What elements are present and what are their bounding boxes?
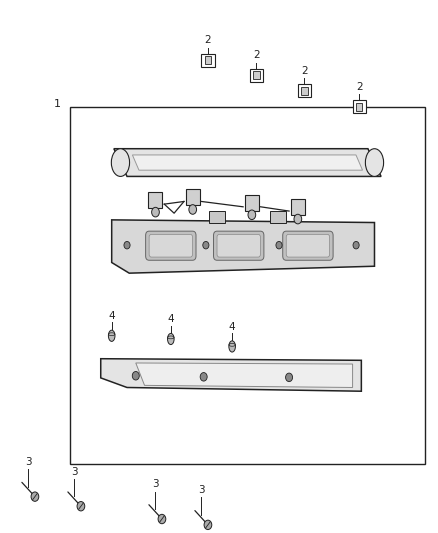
Ellipse shape (152, 207, 159, 217)
Circle shape (132, 372, 139, 380)
Ellipse shape (365, 149, 384, 176)
Circle shape (200, 373, 207, 381)
Polygon shape (136, 363, 353, 387)
Polygon shape (132, 155, 363, 170)
Ellipse shape (167, 334, 174, 344)
Circle shape (77, 502, 85, 511)
Bar (70, 107, 425, 464)
Ellipse shape (294, 214, 302, 224)
Bar (205, 56, 212, 64)
FancyBboxPatch shape (214, 231, 264, 260)
Ellipse shape (189, 205, 197, 214)
Text: 2: 2 (301, 66, 308, 76)
Bar (209, 211, 225, 223)
Circle shape (124, 241, 130, 249)
FancyBboxPatch shape (149, 235, 193, 257)
Circle shape (276, 241, 282, 249)
Text: 2: 2 (253, 50, 260, 60)
Circle shape (203, 241, 209, 249)
Circle shape (353, 241, 359, 249)
Text: 2: 2 (356, 82, 363, 92)
Circle shape (204, 520, 212, 530)
Text: 4: 4 (229, 321, 236, 332)
Circle shape (31, 492, 39, 502)
Text: 3: 3 (152, 480, 159, 489)
Polygon shape (101, 359, 361, 391)
Text: 4: 4 (167, 314, 174, 324)
Ellipse shape (111, 149, 130, 176)
Bar (148, 192, 162, 208)
Text: 2: 2 (205, 35, 212, 45)
Ellipse shape (109, 330, 115, 341)
Ellipse shape (248, 210, 256, 220)
Bar (291, 199, 305, 215)
Text: 3: 3 (71, 467, 78, 477)
Bar (353, 100, 366, 113)
Text: 1: 1 (53, 99, 60, 109)
Text: 3: 3 (198, 486, 205, 495)
Circle shape (158, 514, 166, 524)
Polygon shape (112, 220, 374, 273)
Bar (298, 84, 311, 97)
FancyBboxPatch shape (283, 231, 333, 260)
Bar (270, 211, 286, 223)
Text: 4: 4 (108, 311, 115, 321)
Bar (250, 69, 263, 82)
Bar (356, 102, 363, 111)
Bar (301, 86, 308, 95)
Bar (245, 195, 259, 211)
FancyBboxPatch shape (217, 235, 260, 257)
Bar (253, 71, 260, 79)
Polygon shape (114, 149, 381, 176)
Ellipse shape (229, 341, 236, 352)
FancyBboxPatch shape (145, 231, 196, 260)
Circle shape (286, 373, 293, 382)
Bar (186, 189, 200, 205)
FancyBboxPatch shape (286, 235, 330, 257)
Bar (201, 54, 215, 67)
Text: 3: 3 (25, 457, 32, 467)
